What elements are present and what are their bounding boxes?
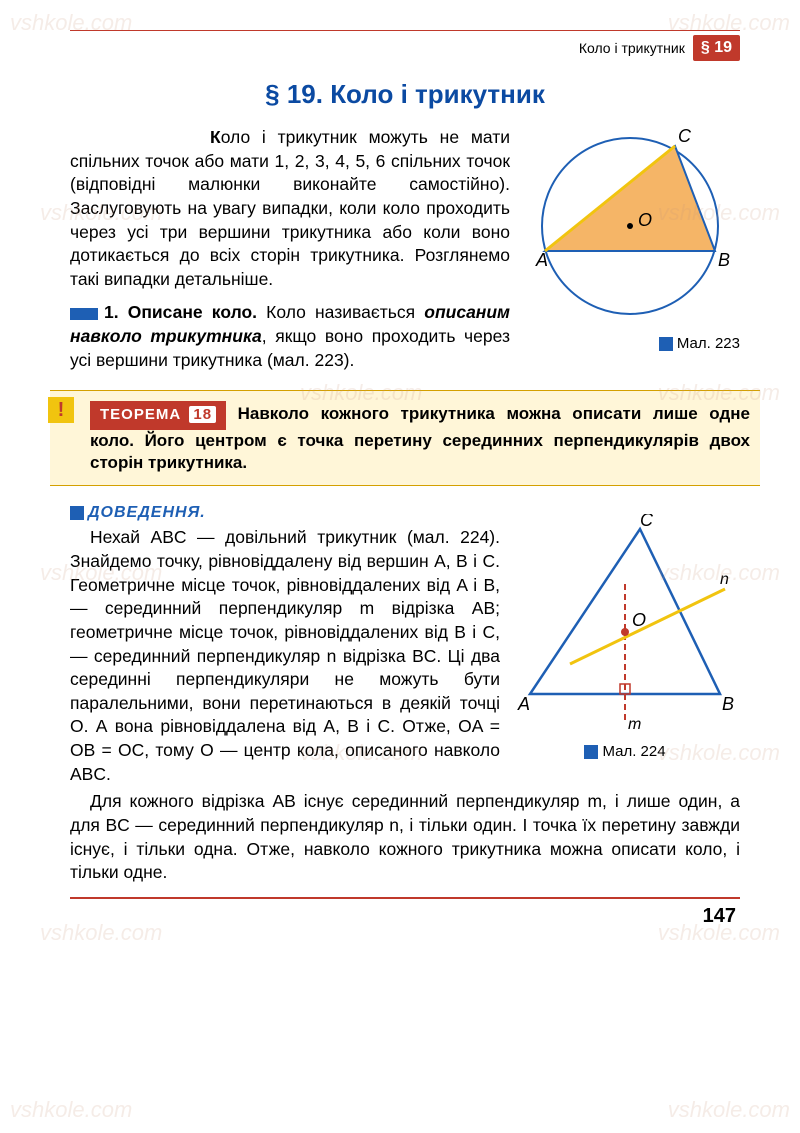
textbook-page: Коло і трикутник § 19 § 19. Коло і трику… xyxy=(0,0,800,948)
definition-marker-icon xyxy=(70,308,98,320)
header-rule xyxy=(70,30,740,31)
label-B: B xyxy=(722,694,734,714)
figure-223: A B C O Мал. 223 xyxy=(520,126,740,352)
section-title: § 19. Коло і трикутник xyxy=(70,79,740,110)
theorem-number: 18 xyxy=(189,406,216,423)
figure-223-caption: Мал. 223 xyxy=(520,335,740,352)
breadcrumb-text: Коло і трикутник xyxy=(579,40,685,56)
circumscribed-circle-diagram: A B C O xyxy=(520,126,740,326)
section-badge: § 19 xyxy=(693,35,740,61)
proof-paragraph-2: Для кожного відрізка AB існує серединний… xyxy=(70,790,740,885)
caption-marker-icon xyxy=(659,337,673,351)
page-number: 147 xyxy=(70,905,740,928)
caption-marker-icon xyxy=(584,745,598,759)
label-A: A xyxy=(517,694,530,714)
label-O: O xyxy=(632,610,646,630)
label-B: B xyxy=(718,250,730,270)
caption-text: Мал. 223 xyxy=(677,335,740,352)
definition-text: Коло називається xyxy=(257,302,424,322)
proof-marker-icon xyxy=(70,506,84,520)
watermark: vshkole.com xyxy=(10,1097,132,1123)
intro-text: оло і трикутник можуть не мати спільних … xyxy=(70,127,510,289)
definition-lead: 1. Описане коло. xyxy=(104,302,257,322)
figure-224-caption: Мал. 224 xyxy=(510,743,740,760)
theorem-tag-text: ТЕОРЕМА xyxy=(100,406,181,423)
footer-rule xyxy=(70,897,740,899)
exclaim-icon: ! xyxy=(48,397,74,423)
label-C: C xyxy=(678,126,692,146)
label-m: m xyxy=(628,716,641,733)
caption-text: Мал. 224 xyxy=(602,743,665,760)
label-A: A xyxy=(535,250,548,270)
watermark: vshkole.com xyxy=(668,1097,790,1123)
label-n: n xyxy=(720,571,729,588)
intro-first-letter: К xyxy=(210,127,221,147)
theorem-content: ТЕОРЕМА 18 Навколо кожного трикутника мо… xyxy=(60,401,750,475)
label-O: O xyxy=(638,210,652,230)
theorem-tag: ТЕОРЕМА 18 xyxy=(90,401,226,429)
figure-224: A B C O m n Мал. 224 xyxy=(510,514,740,760)
page-header: Коло і трикутник § 19 xyxy=(70,35,740,61)
label-C: C xyxy=(640,514,654,530)
perpendicular-bisectors-diagram: A B C O m n xyxy=(510,514,740,734)
proof-header-text: ДОВЕДЕННЯ. xyxy=(88,504,206,521)
theorem-box: ! ТЕОРЕМА 18 Навколо кожного трикутника … xyxy=(50,390,760,486)
